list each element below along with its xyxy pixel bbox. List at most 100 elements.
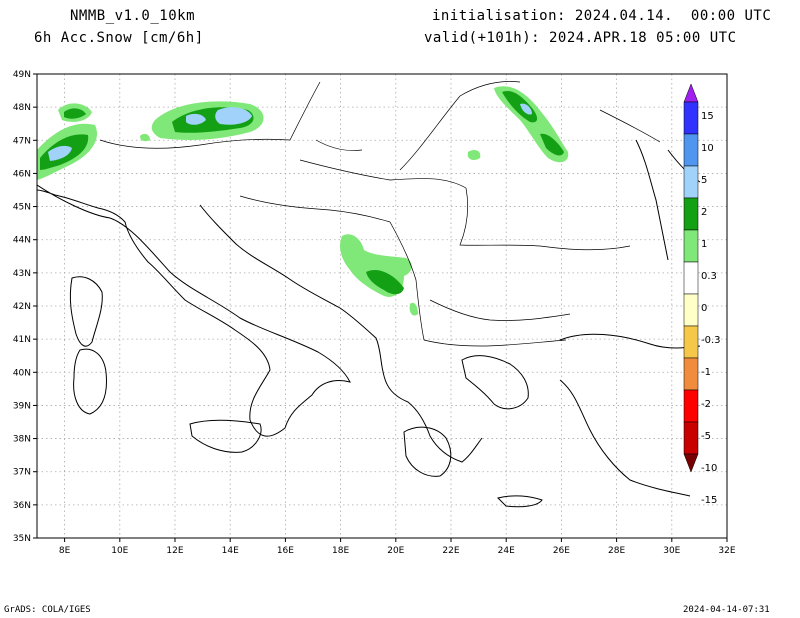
lon-tick-label: 12E [166,546,183,556]
lat-tick-label: 45N [13,203,31,213]
lon-tick-label: 32E [718,546,735,556]
legend-label: 0 [701,303,707,314]
latitude-ticks: 35N 36N 37N 38N 39N 40N 41N 42N 43N 44N 45N 46N 47N 4… [13,70,37,544]
longitude-ticks: 8E 10E 12E 14E 16E 18E 20E 22E 24E 26E 28E 30E 32E [59,538,736,556]
legend-label: -0.3 [701,335,721,346]
legend-label: 5 [701,175,707,186]
lat-tick-label: 35N [13,534,31,544]
snow-patch [409,302,418,316]
legend-swatch [683,421,699,455]
coastlines [37,139,701,508]
sardinia-coast [73,348,107,415]
corsica-coast [69,276,103,347]
snow-patch [502,90,538,123]
legend-swatch [683,197,699,231]
snow-patch [366,269,404,295]
snow-patch [540,133,564,156]
legend-swatch [683,165,699,199]
legend-label: -1 [701,367,711,378]
init-time: initialisation: 2024.04.14. 00:00 UTC [432,8,772,24]
snow-patches [37,86,569,316]
lat-tick-label: 40N [13,368,31,378]
snow-patch [520,103,532,115]
snow-patch [64,108,86,119]
adriatic-east-coast [199,204,483,463]
black-sea-west-coast [635,139,669,261]
legend-label: -10 [701,463,717,474]
legend-label: 10 [701,143,714,154]
valid-time: valid(+101h): 2024.APR.18 05:00 UTC [424,30,737,46]
country-borders [99,81,661,347]
lat-tick-label: 44N [13,236,31,246]
lon-tick-label: 16E [277,546,294,556]
border-austria-czech [289,81,321,141]
model-title: NMMB_v1.0_10km [70,8,196,24]
lat-tick-label: 41N [13,335,31,345]
border-romania-bulgaria [459,187,631,251]
legend-label: 2 [701,207,707,218]
border-croatia [239,195,391,223]
greece-coast [461,355,529,410]
lat-tick-label: 48N [13,103,31,113]
snow-patch [48,145,72,161]
lon-tick-label: 10E [111,546,128,556]
color-legend: 15 10 5 2 1 0.3 0 -0.3 -1 -2 -5 -10 -15 [683,83,721,506]
border-alps [99,138,291,149]
balaton-lake [315,139,363,151]
legend-label: -2 [701,399,711,410]
crete-coast [497,495,543,508]
lon-tick-label: 26E [553,546,570,556]
lat-tick-label: 36N [13,501,31,511]
credit-label: GrADS: COLA/IGES [4,605,91,615]
lon-tick-label: 24E [498,546,515,556]
snow-patch [140,133,150,142]
legend-swatch [683,357,699,391]
legend-swatch [683,101,699,135]
lat-tick-label: 42N [13,302,31,312]
legend-label: 15 [701,111,714,122]
peloponnese-coast [403,426,452,477]
lon-tick-label: 28E [608,546,625,556]
border-serbia [389,221,425,341]
map-area [37,81,701,508]
legend-arrow-bottom [683,453,699,473]
lat-tick-label: 47N [13,136,31,146]
lat-tick-label: 38N [13,435,31,445]
lat-tick-label: 39N [13,401,31,411]
legend-label: 1 [701,239,707,250]
grid-lines [37,74,727,538]
border-moldova [599,109,661,143]
turkey-north-coast [559,333,701,349]
legend-swatch [683,389,699,423]
turkey-west-coast [559,379,691,497]
snow-patch [215,107,252,125]
legend-swatch [683,293,699,327]
legend-arrow-top [683,83,699,103]
lon-tick-label: 30E [663,546,680,556]
lat-tick-label: 46N [13,169,31,179]
snow-patch [186,113,206,125]
border-slovakia-ukraine [399,81,521,171]
lon-tick-label: 14E [222,546,239,556]
field-title: 6h Acc.Snow [cm/6h] [34,30,204,46]
lat-tick-label: 43N [13,269,31,279]
italy-coast [37,184,351,437]
lon-tick-label: 20E [387,546,404,556]
legend-label: -15 [701,495,717,506]
border-greece [423,339,567,347]
timestamp-label: 2024-04-14-07:31 [683,605,770,615]
lon-tick-label: 18E [332,546,349,556]
snow-patch [467,150,481,160]
legend-label: -5 [701,431,711,442]
legend-swatch [683,261,699,295]
sicily-coast [189,419,262,453]
lat-tick-label: 49N [13,70,31,80]
lat-tick-label: 37N [13,468,31,478]
border-hungary [299,159,467,189]
border-macedonia-bulgaria [429,299,571,321]
lon-tick-label: 8E [59,546,71,556]
legend-label: 0.3 [701,271,717,282]
legend-swatch [683,229,699,263]
lon-tick-label: 22E [442,546,459,556]
